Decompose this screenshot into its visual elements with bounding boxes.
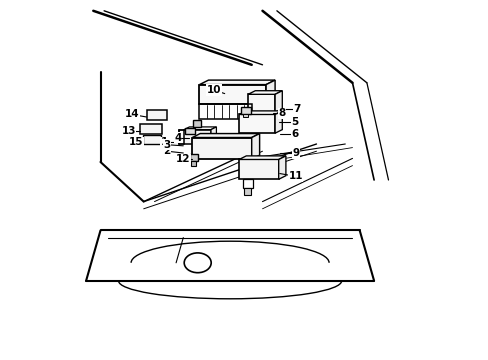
Bar [189, 154, 197, 161]
Bar [183, 130, 211, 144]
Polygon shape [265, 80, 275, 104]
Bar [146, 110, 167, 120]
Text: 3: 3 [163, 140, 170, 150]
Bar [242, 114, 247, 117]
Bar [244, 188, 250, 195]
Polygon shape [251, 134, 259, 159]
Bar [191, 161, 196, 166]
Text: 5: 5 [291, 117, 298, 127]
Bar [142, 135, 161, 144]
Bar [247, 94, 275, 112]
Polygon shape [275, 111, 282, 133]
Polygon shape [239, 111, 282, 114]
Text: 13: 13 [121, 126, 136, 136]
Polygon shape [211, 127, 216, 144]
Text: 10: 10 [206, 85, 221, 95]
Bar [199, 104, 251, 119]
Text: 14: 14 [124, 109, 139, 120]
Text: 2: 2 [163, 146, 170, 156]
Bar [140, 124, 162, 134]
Bar [193, 120, 200, 127]
Polygon shape [199, 80, 275, 85]
Bar [192, 138, 251, 159]
Text: 8: 8 [278, 108, 285, 118]
Polygon shape [183, 127, 216, 130]
Text: 15: 15 [129, 137, 143, 147]
Polygon shape [247, 91, 282, 94]
Text: 7: 7 [293, 104, 300, 114]
Polygon shape [239, 156, 285, 159]
Bar [239, 114, 275, 133]
Bar [199, 85, 265, 104]
Text: 1: 1 [161, 137, 168, 147]
Polygon shape [275, 91, 282, 112]
Polygon shape [278, 156, 285, 179]
Text: 6: 6 [291, 129, 298, 139]
Text: 4: 4 [174, 132, 181, 143]
Bar [242, 179, 252, 188]
Text: 9: 9 [291, 148, 299, 158]
Text: 11: 11 [288, 171, 302, 181]
Polygon shape [192, 134, 259, 138]
Bar [185, 128, 195, 134]
Text: 12: 12 [176, 154, 190, 164]
Bar [241, 107, 250, 114]
Bar [239, 159, 278, 179]
